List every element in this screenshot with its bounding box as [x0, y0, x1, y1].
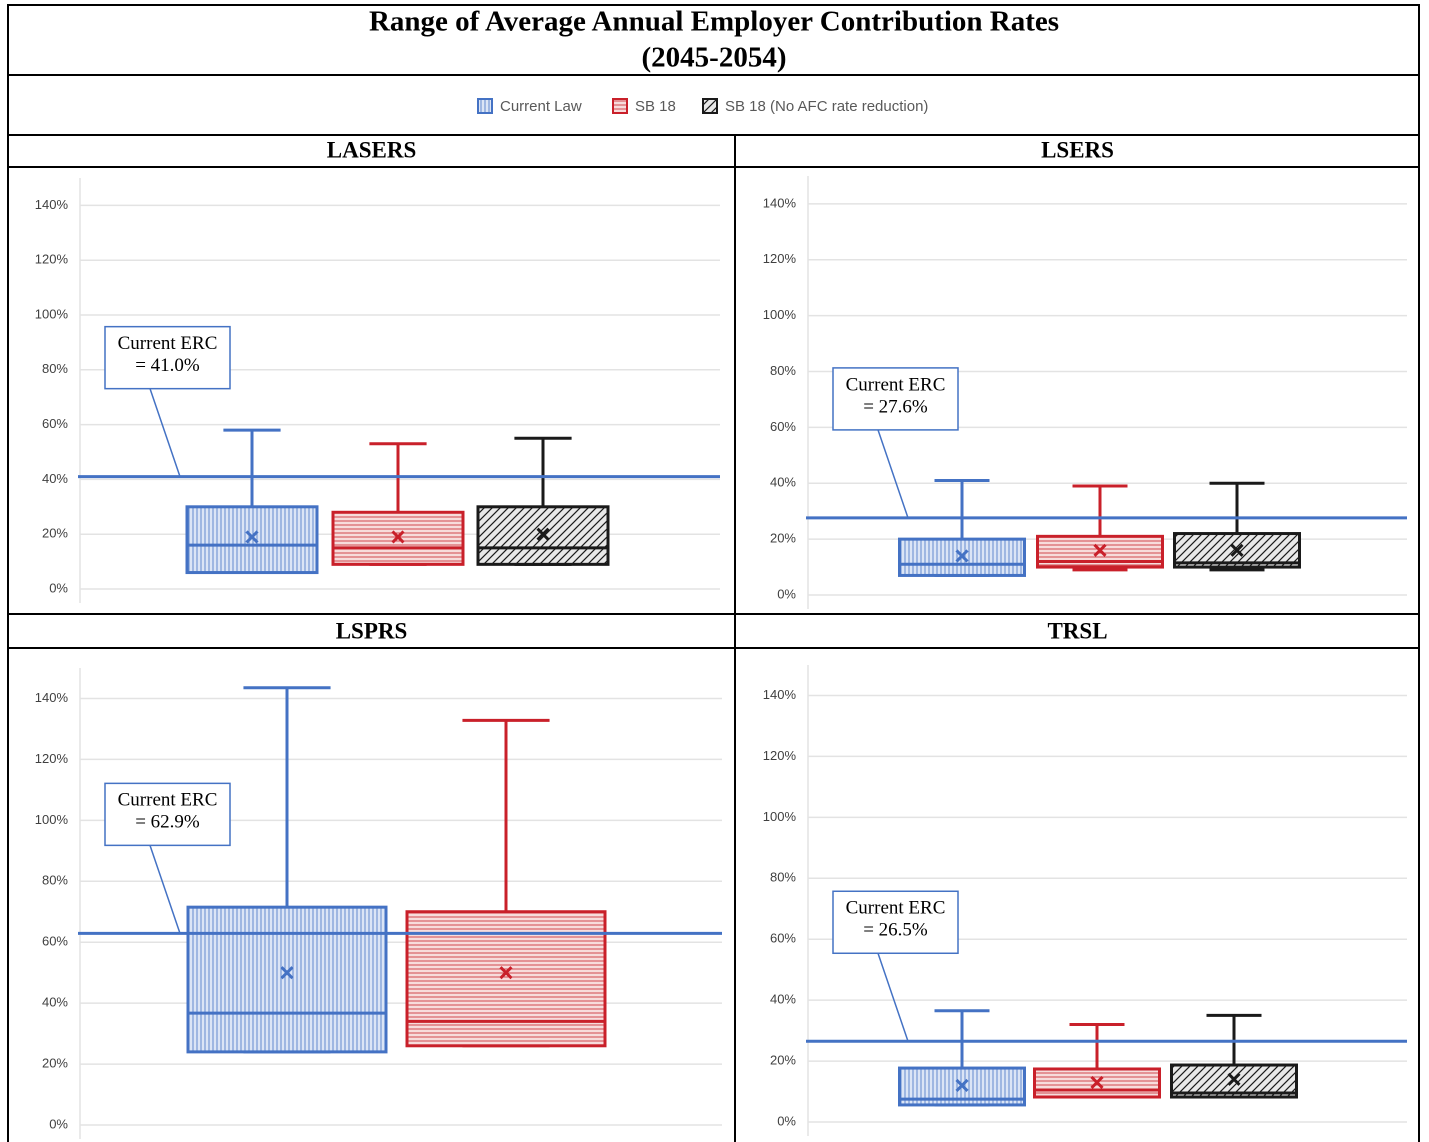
panel-title: TRSL: [1047, 618, 1107, 643]
box: [1033, 1023, 1161, 1099]
box: [1170, 1013, 1298, 1099]
annotation-box: [104, 782, 231, 847]
mean-marker: [536, 527, 550, 541]
y-tick-label: 100%: [763, 307, 797, 322]
box: [1036, 484, 1164, 572]
annotation-text: Current ERC: [846, 898, 946, 919]
annotation-connector: [149, 388, 181, 477]
annotation-connector: [149, 845, 181, 934]
panel: LSPRS 0% 20% 40% 60% 80% 100% 120% 140% Current E…: [35, 618, 722, 1139]
y-tick-label: 120%: [763, 748, 797, 763]
legend-swatch: [612, 98, 628, 114]
mean-marker: [391, 530, 405, 544]
mean-marker: [955, 1078, 969, 1093]
y-tick-label: 0%: [49, 580, 68, 595]
y-tick-label: 100%: [35, 812, 69, 827]
y-tick-label: 20%: [770, 531, 796, 546]
y-tick-label: 40%: [770, 475, 796, 490]
y-tick-label: 60%: [42, 934, 68, 949]
y-tick-label: 80%: [770, 363, 796, 378]
legend-swatch: [477, 98, 493, 114]
mean-marker: [280, 966, 294, 980]
y-tick-label: 60%: [42, 416, 68, 431]
panel: TRSL 0% 20% 40% 60% 80% 100% 120% 140% Current ER…: [763, 618, 1407, 1136]
box: [476, 436, 610, 566]
y-tick-label: 0%: [777, 586, 796, 601]
box: [898, 1009, 1026, 1107]
panel: LSERS 0% 20% 40% 60% 80% 100% 120% 140% Current E…: [763, 137, 1407, 609]
y-tick-label: 40%: [42, 995, 68, 1010]
mean-marker: [1227, 1072, 1241, 1086]
mean-marker: [499, 966, 513, 980]
box-body: [405, 910, 607, 1048]
y-tick-label: 80%: [42, 873, 68, 888]
y-tick-label: 20%: [770, 1053, 796, 1068]
y-tick-label: 140%: [763, 687, 797, 702]
frames: [7, 4, 1420, 1142]
annotation-connector: [877, 953, 909, 1042]
outer-frame: [7, 4, 1420, 1142]
y-tick-label: 120%: [35, 252, 69, 267]
annotation-text: = 41.0%: [135, 355, 200, 376]
annotation-connector: [877, 429, 909, 519]
y-tick-label: 60%: [770, 419, 796, 434]
y-tick-label: 140%: [35, 197, 69, 212]
y-tick-label: 40%: [770, 992, 796, 1007]
annotation-text: = 27.6%: [863, 396, 928, 417]
y-tick-label: 20%: [42, 1056, 68, 1071]
page-title: Range of Average Annual Employer Contrib…: [369, 6, 1059, 38]
y-tick-label: 80%: [42, 361, 68, 376]
mean-marker: [1230, 543, 1244, 557]
annotation-text: = 26.5%: [863, 920, 928, 941]
y-tick-label: 140%: [35, 690, 69, 705]
mean-marker: [1090, 1075, 1104, 1089]
panel: LASERS 0% 20% 40% 60% 80% 100% 120% 140% Current …: [35, 137, 720, 603]
mean-marker: [1093, 543, 1107, 557]
y-tick-label: 80%: [770, 870, 796, 885]
box: [186, 686, 388, 1054]
legend-label: Current Law: [500, 98, 582, 115]
annotation-box: [104, 325, 231, 390]
y-tick-label: 120%: [35, 751, 69, 766]
y-tick-label: 120%: [763, 251, 797, 266]
box: [1173, 481, 1301, 572]
box: [898, 478, 1026, 577]
panel-title: LSERS: [1041, 137, 1114, 162]
y-tick-label: 140%: [763, 195, 797, 210]
annotation-text: Current ERC: [118, 333, 218, 354]
legend-label: SB 18 (No AFC rate reduction): [725, 98, 928, 115]
y-tick-label: 0%: [49, 1116, 68, 1131]
y-tick-label: 100%: [35, 306, 69, 321]
box-body: [185, 505, 319, 575]
annotation-box: [832, 367, 959, 431]
mean-marker: [955, 549, 969, 563]
panel-title: LSPRS: [336, 618, 408, 643]
annotation-text: = 62.9%: [135, 812, 200, 833]
y-tick-label: 40%: [42, 471, 68, 486]
panel-title: LASERS: [327, 137, 416, 162]
annotation-box: [832, 890, 959, 955]
box-body: [186, 905, 388, 1054]
y-tick-label: 60%: [770, 931, 796, 946]
box: [331, 442, 465, 566]
page-subtitle: (2045-2054): [642, 42, 787, 74]
legend-label: SB 18: [635, 98, 676, 115]
annotation-text: Current ERC: [846, 374, 946, 395]
y-tick-label: 100%: [763, 809, 797, 824]
y-tick-label: 0%: [777, 1113, 796, 1128]
box: [185, 428, 319, 575]
mean-marker: [245, 530, 259, 544]
legend-swatch: [702, 98, 718, 114]
annotation-text: Current ERC: [118, 790, 218, 811]
y-tick-label: 20%: [42, 526, 68, 541]
